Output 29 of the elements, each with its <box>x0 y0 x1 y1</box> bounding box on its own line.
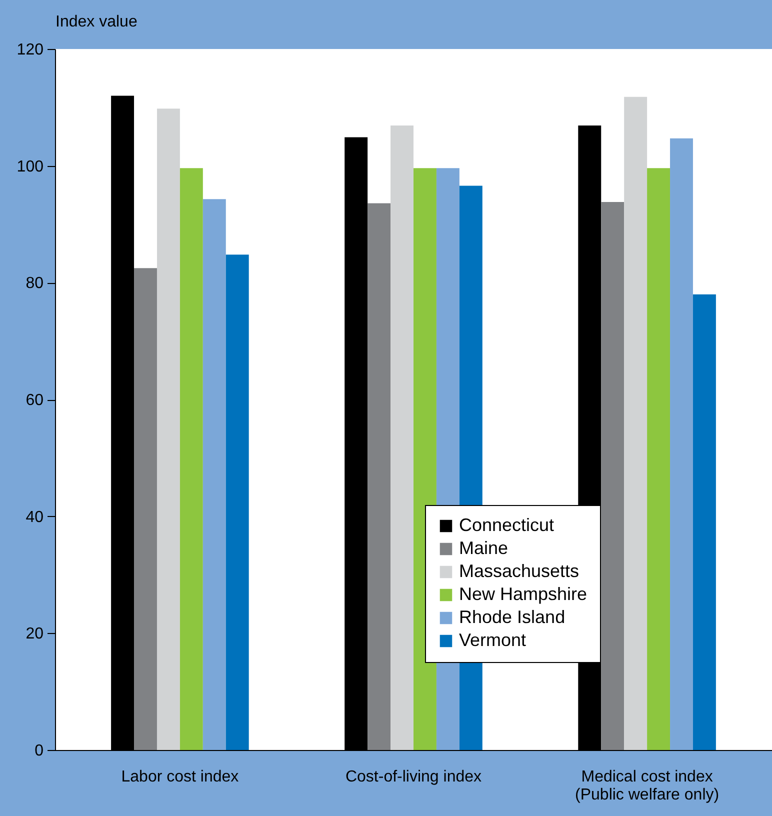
y-tick-label: 20 <box>26 626 44 643</box>
bar <box>156 108 180 750</box>
bar <box>692 294 716 750</box>
bar <box>202 199 226 750</box>
bar <box>647 168 670 750</box>
y-tick-label: 100 <box>16 158 44 176</box>
y-tick-label: 0 <box>34 742 44 760</box>
legend-label: Rhode Island <box>459 607 566 627</box>
legend-label: Maine <box>459 538 508 558</box>
legend-label: Vermont <box>459 630 526 650</box>
bar <box>226 254 249 750</box>
legend-label: Massachusetts <box>459 561 580 581</box>
legend-label: New Hampshire <box>459 584 588 604</box>
x-tick-label: Medical cost index (Public welfare only) <box>575 768 720 804</box>
bar <box>180 168 203 750</box>
bar <box>390 126 414 750</box>
x-tick-label: Labor cost index <box>121 768 239 786</box>
y-tick-label: 40 <box>26 508 44 526</box>
bar <box>134 268 157 750</box>
y-tick-label: 60 <box>26 392 44 409</box>
y-tick-label: 80 <box>26 275 44 292</box>
y-tick-label: 120 <box>16 42 44 58</box>
bar <box>601 202 624 750</box>
x-tick-label: Cost-of-living index <box>345 768 482 786</box>
bar <box>624 96 648 750</box>
legend-label: Connecticut <box>459 515 554 535</box>
bar <box>670 138 693 750</box>
bar <box>368 203 391 750</box>
y-axis-title: Index value <box>56 14 138 30</box>
